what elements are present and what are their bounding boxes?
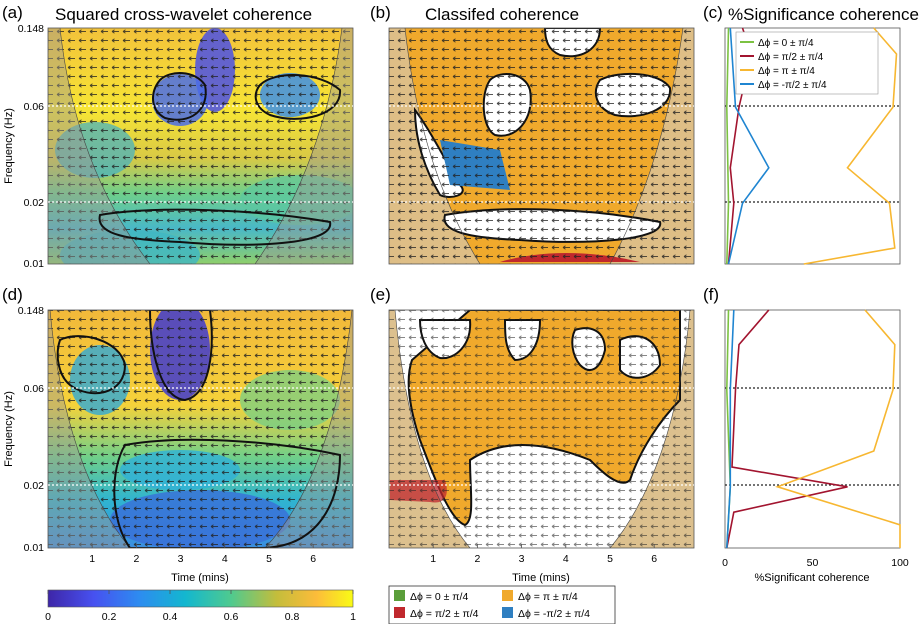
- xtick-xt-e-5: 6: [651, 553, 657, 565]
- panel-c-letter: (c): [703, 3, 723, 22]
- xtick-xt-e-1: 2: [474, 553, 480, 565]
- panel-d-heatmap: [48, 310, 353, 548]
- legend-swatch-anti: [502, 590, 513, 601]
- series-profile-c-2: [803, 27, 898, 265]
- panel-d-xlabel: Time (mins): [171, 572, 229, 584]
- panel-d: (d) 0.148 0.06 0.02 0.01 Frequency (Hz) …: [2, 285, 354, 584]
- colorbar: 0 0.2 0.4 0.6 0.8 1: [45, 589, 356, 623]
- xtick-xt-d-3: 4: [222, 553, 228, 565]
- series-profile-f-2: [775, 309, 901, 548]
- colorbar-tick-0: 0: [45, 611, 51, 623]
- legend-inphase: Δϕ = 0 ± π/4: [410, 591, 468, 603]
- panel-d-letter: (d): [2, 285, 23, 304]
- series-profile-f-1: [726, 309, 848, 549]
- panel-d-xticks: 1 2 3 4 5 6: [89, 544, 316, 565]
- legend-quad: Δϕ = π/2 ± π/4: [410, 608, 479, 620]
- colorbar-tick-5: 1: [350, 611, 356, 623]
- panel-c: (c) %Significance coherence Δϕ = 0 ± π/4…: [703, 3, 919, 265]
- panel-f-lines: [725, 309, 901, 549]
- legend-c-anti: Δϕ = π ± π/4: [758, 66, 815, 77]
- panel-a-ytick-002: 0.02: [24, 197, 45, 209]
- panel-b: (b) Classifed coherence: [370, 3, 695, 265]
- legend-c-quad: Δϕ = π/2 ± π/4: [758, 52, 824, 63]
- panel-c-legend: Δϕ = 0 ± π/4 Δϕ = π/2 ± π/4 Δϕ = π ± π/4…: [735, 31, 879, 95]
- legend-swatch-negquad: [502, 607, 513, 618]
- xtick-xt-d-2: 3: [178, 553, 184, 565]
- colorbar-tick-4: 0.8: [285, 611, 300, 623]
- panel-b-letter: (b): [370, 3, 391, 22]
- xtick-xt-d-1: 2: [133, 553, 139, 565]
- xtick-pct-2: 100: [891, 557, 909, 569]
- legend-swatch-inphase: [394, 590, 405, 601]
- panel-e-letter: (e): [370, 285, 391, 304]
- series-profile-c-3: [727, 27, 770, 265]
- panel-f-xticks: 0 50 100: [722, 557, 909, 569]
- legend-c-inphase: Δϕ = 0 ± π/4: [758, 38, 814, 49]
- panel-a-ytick-006: 0.06: [24, 101, 45, 113]
- panel-f-letter: (f): [703, 285, 719, 304]
- panel-a-title: Squared cross-wavelet coherence: [55, 5, 312, 24]
- legend-c-negquad: Δϕ = -π/2 ± π/4: [758, 80, 827, 91]
- colorbar-ticks: 0 0.2 0.4 0.6 0.8 1: [45, 590, 356, 623]
- panel-a-ylabel: Frequency (Hz): [3, 108, 15, 184]
- panel-d-ytick-006: 0.06: [24, 383, 45, 395]
- panel-a-letter: (a): [2, 3, 23, 22]
- panel-d-ytick-0148: 0.148: [18, 305, 44, 317]
- panel-c-title: %Significance coherence: [728, 5, 919, 24]
- xtick-xt-e-3: 4: [563, 553, 569, 565]
- classification-legend: Δϕ = 0 ± π/4 Δϕ = π ± π/4 Δϕ = π/2 ± π/4…: [388, 585, 616, 624]
- panel-e-xlabel: Time (mins): [512, 572, 570, 584]
- legend-negquad: Δϕ = -π/2 ± π/4: [518, 608, 590, 620]
- series-profile-c-0: [725, 27, 730, 265]
- xtick-xt-e-2: 3: [519, 553, 525, 565]
- panel-f: (f) 0 50 100 %Significant coherence: [703, 285, 909, 584]
- panel-b-title: Classifed coherence: [425, 5, 579, 24]
- xtick-xt-e-0: 1: [430, 553, 436, 565]
- xtick-pct-1: 50: [807, 557, 819, 569]
- colorbar-tick-1: 0.2: [102, 611, 117, 623]
- panel-a: (a) Squared cross-wavelet coherence 0.14…: [2, 3, 354, 270]
- panel-a-ytick-0148: 0.148: [18, 23, 44, 35]
- panel-e-classified: [389, 310, 694, 548]
- xtick-xt-d-4: 5: [266, 553, 272, 565]
- legend-anti: Δϕ = π ± π/4: [518, 591, 578, 603]
- panel-f-axes: [724, 309, 901, 549]
- panel-c-lines: [725, 27, 898, 265]
- colorbar-tick-2: 0.4: [163, 611, 178, 623]
- panel-a-ytick-001: 0.01: [24, 258, 45, 270]
- xtick-xt-e-4: 5: [607, 553, 613, 565]
- xtick-xt-d-0: 1: [89, 553, 95, 565]
- xtick-xt-d-5: 6: [310, 553, 316, 565]
- legend-swatch-quad: [394, 607, 405, 618]
- colorbar-tick-3: 0.6: [224, 611, 239, 623]
- panel-d-ylabel: Frequency (Hz): [3, 391, 15, 467]
- panel-d-ytick-002: 0.02: [24, 480, 45, 492]
- panel-a-heatmap: [48, 28, 353, 264]
- series-profile-f-3: [726, 309, 735, 549]
- xtick-pct-0: 0: [722, 557, 728, 569]
- panel-b-classified: [389, 28, 694, 264]
- panel-d-ytick-001: 0.01: [24, 542, 45, 554]
- panel-e: (e) 1 2 3 4 5 6 Time (mins): [370, 285, 695, 584]
- panel-e-xticks: 1 2 3 4 5 6: [430, 544, 657, 565]
- panel-f-xlabel: %Significant coherence: [755, 572, 870, 584]
